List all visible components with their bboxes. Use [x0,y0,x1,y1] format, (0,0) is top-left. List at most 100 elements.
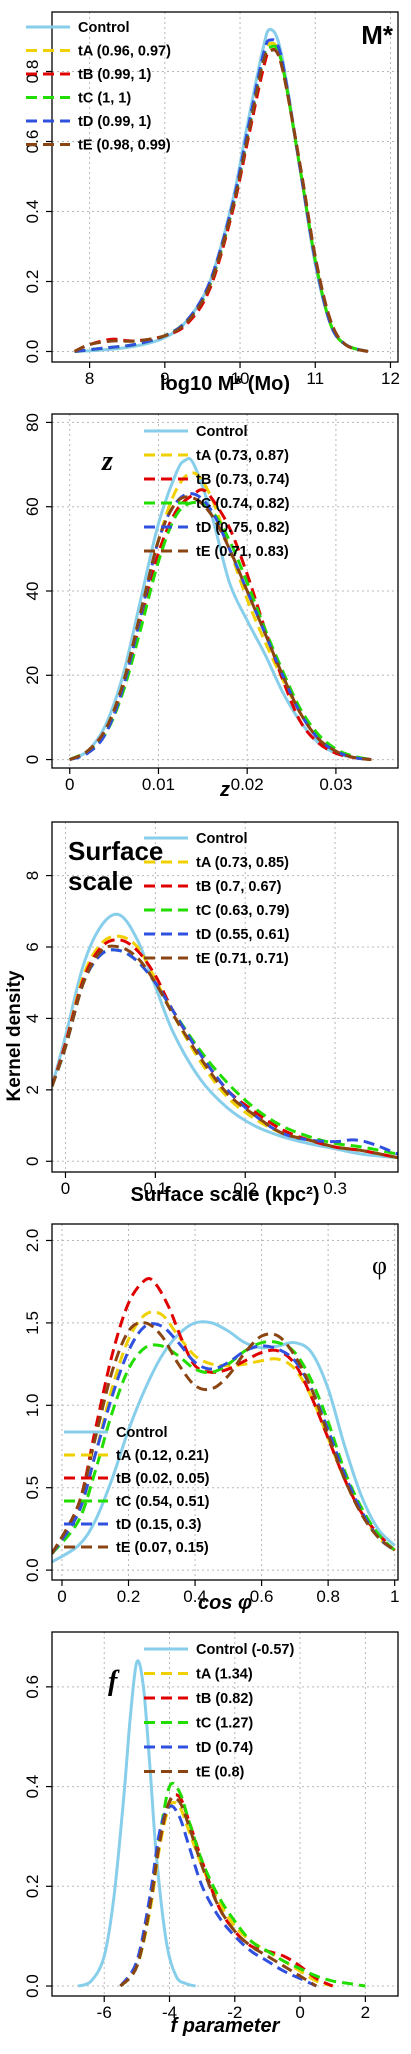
legend-entry: tE (0.71, 0.83) [196,544,289,560]
y-tick-label: 0.5 [23,1476,42,1500]
x-tick-label: -2 [227,2003,242,2022]
y-tick-label: 0.0 [23,1558,42,1582]
y-tick-label: 0 [23,755,42,764]
series-line-6 [73,48,369,353]
panel-2: 0 0.01 0.02 0.03 0 20 40 60 80 z z Control tA (0.73,… [23,413,399,801]
legend-entry: Control [196,424,248,440]
x-axis-label: f parameter [171,2015,281,2037]
legend-entry: tA (0.96, 0.97) [78,44,171,60]
panel-corner-label: φ [372,1251,387,1280]
series-line-4 [69,500,372,762]
series-line-6 [52,1321,396,1555]
legend: Control tA (0.73, 0.85) tB (0.7, 0.67) tC (… [144,831,290,967]
legend-entry: tD (0.15, 0.3) [116,1517,202,1533]
series-line-5 [74,38,369,353]
legend-entry: tD (0.55, 0.61) [196,927,290,943]
series-line-2 [52,934,398,1160]
x-axis-label: Surface scale (kpc²) [131,1184,320,1206]
y-tick-label: 0.4 [23,1775,42,1799]
legend-entry: tE (0.8) [196,1765,245,1781]
x-tick-label: 0.3 [323,1179,347,1198]
legend-entry: tE (0.71, 0.71) [196,951,289,967]
y-tick-label: 80 [23,413,42,432]
legend-entry: tC (0.74, 0.82) [196,496,290,512]
y-tick-label: 0.6 [23,1675,42,1699]
panel-corner-label: z [101,446,113,477]
legend: Control tA (0.12, 0.21) tB (0.02, 0.05) tC … [64,1425,210,1556]
legend-entry: tD (0.99, 1) [78,114,151,130]
y-tick-label: 8 [23,871,42,880]
y-tick-label: 0 [23,1157,42,1166]
plot-frame [51,1631,399,1997]
x-tick-label: -4 [162,2003,177,2022]
x-tick-label: 12 [381,369,400,388]
y-tick-label: 1.0 [23,1393,42,1417]
x-tick-label: 9 [160,369,169,388]
x-tick-label: 0.1 [144,1179,168,1198]
panel-corner-label: f [108,1666,120,1697]
y-tick-label: 0.4 [23,200,42,224]
x-tick-label: 0 [57,1587,66,1606]
legend: Control tA (0.73, 0.87) tB (0.73, 0.74) tC … [144,424,290,560]
legend-entry: tA (1.34) [196,1667,253,1683]
series-line-6 [52,944,398,1160]
panel-corner-label: M* [361,20,394,50]
panel-1: 8 9 10 11 12 0.0 0.2 0.4 0.6 0.8 log10 M* (Mo) M* Co… [23,11,400,395]
legend-entry: tB (0.02, 0.05) [116,1471,210,1487]
legend: Control tA (0.96, 0.97) tB (0.99, 1) tC (1,… [26,20,171,154]
x-tick-label: 0.03 [319,775,352,794]
legend-entry: Control [196,831,248,847]
legend-entry: tB (0.7, 0.67) [196,879,282,895]
x-tick-label: -6 [97,2003,112,2022]
y-tick-label: 0.6 [23,130,42,154]
legend-entry: tA (0.12, 0.21) [116,1448,209,1464]
plot-frame [51,11,399,363]
y-tick-label: 4 [23,1014,42,1023]
y-tick-label: 0.0 [23,340,42,364]
x-tick-label: 10 [231,369,250,388]
x-tick-label: 11 [306,369,324,388]
x-tick-label: 0.8 [316,1587,340,1606]
series-line-4 [52,1340,396,1555]
series-line-2 [69,471,372,762]
legend-entry: tC (1.27) [196,1716,253,1732]
legend-entry: tA (0.73, 0.87) [196,448,289,464]
legend-entry: Control [116,1425,168,1441]
legend: Control (-0.57) tA (1.34) tB (0.82) tC (1.2… [144,1642,294,1781]
legend-entry: tA (0.73, 0.85) [196,855,289,871]
plot-frame [51,821,399,1173]
x-tick-label: 0 [65,775,74,794]
y-tick-label: 60 [23,497,42,516]
panel-4: 0 0.2 0.4 0.6 0.8 1 0.0 0.5 1.0 1.5 2.0 cos φ φ Contr… [23,1223,399,1614]
panel-5: -6 -4 -2 0 2 0.0 0.2 0.4 0.6 f parameter f Control … [23,1631,399,2037]
x-tick-label: 1 [390,1587,399,1606]
series-line-4 [119,1781,366,1988]
legend-entry: tE (0.07, 0.15) [116,1540,209,1556]
y-tick-label: 0.2 [23,270,42,294]
series-line-1 [52,1320,396,1564]
y-tick-label: 2.0 [23,1229,42,1253]
series-line-3 [52,938,398,1160]
series-line-1 [77,1659,196,1988]
x-tick-label: 0 [61,1179,70,1198]
y-tick-label: 0.8 [23,60,42,84]
legend-entry: tC (0.54, 0.51) [116,1494,210,1510]
x-tick-label: 0.02 [231,775,264,794]
x-tick-label: 8 [85,369,94,388]
panel-corner-label-line2: scale [68,866,133,896]
legend-entry: tB (0.82) [196,1691,253,1707]
legend-entry: tD (0.75, 0.82) [196,520,290,536]
legend-entry: tD (0.74) [196,1740,253,1756]
y-tick-label: 1.5 [23,1311,42,1335]
x-axis-label: z [219,779,230,801]
x-tick-label: 0.2 [233,1179,257,1198]
y-tick-label: 6 [23,942,42,951]
y-tick-label: 20 [23,666,42,685]
x-tick-label: 0.6 [250,1587,274,1606]
series-line-1 [52,912,398,1160]
y-tick-label: 40 [23,582,42,601]
series-line-3 [52,1276,396,1555]
shared-y-axis-label: Kernel density [4,970,25,1101]
